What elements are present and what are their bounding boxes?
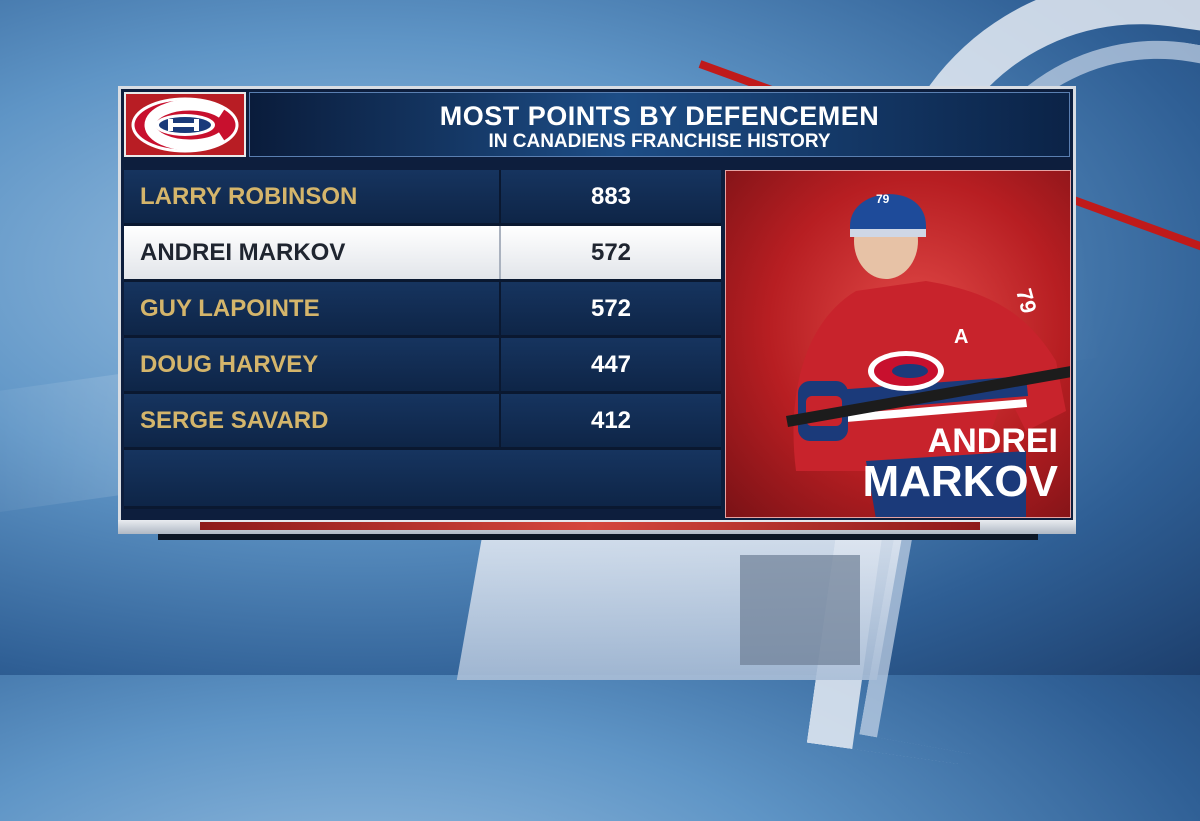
player-name: DOUG HARVEY xyxy=(140,351,319,378)
column-divider xyxy=(499,226,501,279)
table-row: SERGE SAVARD 412 xyxy=(124,394,721,450)
table-row-empty xyxy=(124,450,721,509)
column-divider xyxy=(499,282,501,335)
stats-table: LARRY ROBINSON 883 ANDREI MARKOV 572 GUY… xyxy=(124,170,721,510)
player-first-name: ANDREI xyxy=(927,422,1058,460)
column-divider xyxy=(499,170,501,223)
stats-board: MOST POINTS BY DEFENCEMEN IN CANADIENS F… xyxy=(118,86,1076,526)
svg-text:79: 79 xyxy=(1011,286,1041,316)
player-name: SERGE SAVARD xyxy=(140,407,329,434)
points-value: 412 xyxy=(590,407,632,434)
player-name: LARRY ROBINSON xyxy=(140,183,358,210)
table-row: GUY LAPOINTE 572 xyxy=(124,282,721,338)
column-divider xyxy=(499,394,501,447)
column-divider xyxy=(499,338,501,391)
page-subtitle: IN CANADIENS FRANCHISE HISTORY xyxy=(488,131,831,152)
table-row: LARRY ROBINSON 883 xyxy=(124,170,721,226)
player-name: GUY LAPOINTE xyxy=(140,295,320,322)
points-value: 447 xyxy=(590,351,632,378)
bottom-red-accent xyxy=(200,522,980,530)
featured-player-name: ANDREI MARKOV xyxy=(862,423,1058,505)
team-logo xyxy=(124,92,246,157)
player-last-name: MARKOV xyxy=(862,457,1058,506)
points-value: 883 xyxy=(590,183,632,210)
player-name: ANDREI MARKOV xyxy=(140,239,346,266)
svg-text:79: 79 xyxy=(876,192,890,206)
points-value: 572 xyxy=(590,295,632,322)
canadiens-logo-icon xyxy=(131,97,239,152)
svg-text:A: A xyxy=(954,326,968,348)
table-row: DOUG HARVEY 447 xyxy=(124,338,721,394)
table-row-highlighted: ANDREI MARKOV 572 xyxy=(124,226,721,282)
player-photo-panel: A 79 79 ANDREI MARKOV xyxy=(725,170,1071,518)
background-screen-photo xyxy=(740,555,860,665)
page-title: MOST POINTS BY DEFENCEMEN xyxy=(439,101,880,131)
header-banner: MOST POINTS BY DEFENCEMEN IN CANADIENS F… xyxy=(249,92,1070,157)
bottom-shadow xyxy=(158,534,1038,540)
points-value: 572 xyxy=(590,239,632,266)
player-photo: A 79 79 xyxy=(786,192,1070,517)
